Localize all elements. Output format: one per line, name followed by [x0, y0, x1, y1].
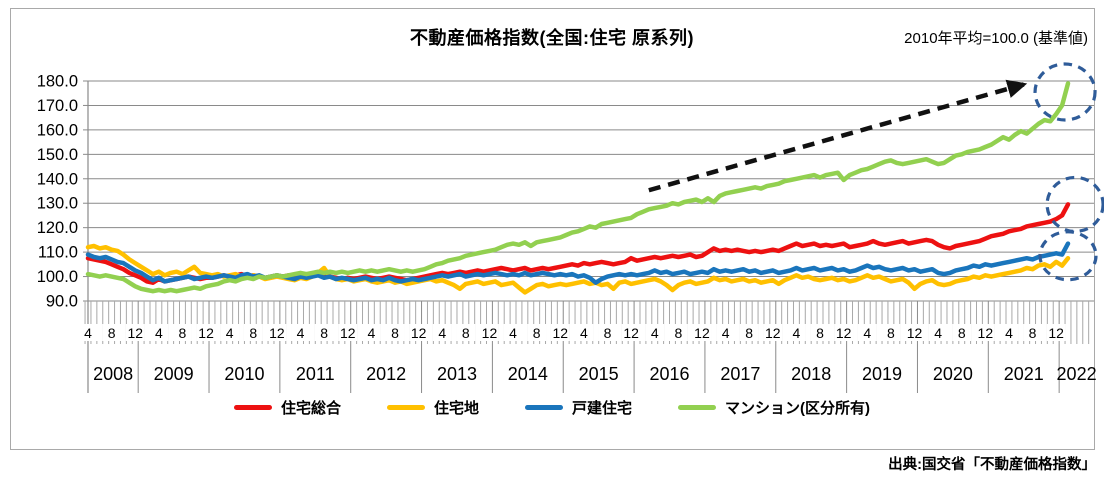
svg-text:12: 12	[1048, 325, 1064, 341]
legend-label: 住宅地	[433, 400, 479, 417]
svg-text:2013: 2013	[437, 364, 477, 384]
svg-text:110.0: 110.0	[38, 244, 78, 262]
legend-label: マンション(区分所有)	[725, 400, 871, 417]
y-axis-labels: 90.0 100.0 110.0 120.0 130.0 140.0 150.0 160.0 1…	[37, 73, 78, 311]
svg-text:2019: 2019	[862, 364, 902, 384]
svg-text:4: 4	[155, 325, 163, 341]
svg-text:2016: 2016	[649, 364, 689, 384]
svg-text:4: 4	[509, 325, 517, 341]
svg-text:8: 8	[249, 325, 257, 341]
baseline-note: 2010年平均=100.0 (基準値)	[904, 30, 1088, 47]
series-line	[85, 81, 1071, 294]
svg-text:150.0: 150.0	[37, 146, 78, 164]
svg-text:4: 4	[226, 325, 234, 341]
series-line	[85, 241, 1071, 285]
svg-text:130.0: 130.0	[37, 195, 78, 213]
svg-text:160.0: 160.0	[37, 121, 78, 139]
svg-text:4: 4	[722, 325, 730, 341]
svg-text:8: 8	[674, 325, 682, 341]
svg-text:90.0: 90.0	[46, 293, 78, 311]
svg-text:12: 12	[340, 325, 356, 341]
grid	[83, 80, 1094, 393]
highlight-circle	[1033, 62, 1097, 122]
legend-item-sogo: 住宅総合	[233, 397, 341, 418]
svg-text:2011: 2011	[296, 364, 335, 384]
legend-swatch	[525, 405, 563, 410]
highlight-circle	[1038, 230, 1098, 282]
svg-text:4: 4	[438, 325, 446, 341]
svg-text:2010: 2010	[224, 364, 264, 384]
svg-text:2015: 2015	[579, 364, 619, 384]
svg-text:12: 12	[482, 325, 498, 341]
svg-text:8: 8	[1029, 325, 1037, 341]
svg-text:180.0: 180.0	[37, 73, 78, 91]
legend: 住宅総合 住宅地 戸建住宅 マンション(区分所有)	[0, 397, 1104, 418]
legend-label: 住宅総合	[280, 400, 341, 417]
legend-item-takuchi: 住宅地	[386, 397, 479, 418]
svg-text:12: 12	[127, 325, 143, 341]
svg-text:8: 8	[745, 325, 753, 341]
svg-text:2018: 2018	[791, 364, 831, 384]
svg-text:8: 8	[108, 325, 116, 341]
svg-text:12: 12	[978, 325, 994, 341]
svg-text:8: 8	[179, 325, 187, 341]
svg-text:8: 8	[816, 325, 824, 341]
legend-label: 戸建住宅	[572, 400, 633, 417]
svg-text:8: 8	[533, 325, 541, 341]
svg-text:100.0: 100.0	[37, 268, 78, 286]
source-text: 出典:国交省「不動産価格指数」	[888, 457, 1096, 473]
svg-text:12: 12	[198, 325, 214, 341]
legend-item-mansion: マンション(区分所有)	[678, 397, 870, 418]
svg-text:8: 8	[391, 325, 399, 341]
series-lines	[85, 81, 1071, 295]
legend-swatch	[233, 405, 272, 410]
svg-text:2012: 2012	[366, 364, 406, 384]
svg-text:2022: 2022	[1057, 364, 1097, 384]
svg-text:170.0: 170.0	[37, 97, 78, 115]
svg-text:12: 12	[553, 325, 569, 341]
legend-swatch	[678, 405, 717, 410]
svg-text:4: 4	[367, 325, 375, 341]
svg-text:8: 8	[462, 325, 470, 341]
svg-text:12: 12	[411, 325, 427, 341]
svg-text:2021: 2021	[1004, 364, 1044, 384]
highlight-circle	[1045, 175, 1104, 234]
svg-text:4: 4	[297, 325, 305, 341]
svg-text:8: 8	[958, 325, 966, 341]
svg-text:12: 12	[765, 325, 781, 341]
chart-frame	[10, 8, 1095, 450]
series-line	[85, 243, 1071, 295]
chart-title: 不動産価格指数(全国:住宅 原系列)	[410, 28, 694, 48]
svg-text:140.0: 140.0	[37, 170, 78, 188]
svg-text:12: 12	[269, 325, 285, 341]
highlight-circles	[1033, 62, 1104, 282]
svg-text:4: 4	[651, 325, 659, 341]
svg-text:8: 8	[604, 325, 612, 341]
legend-swatch	[386, 405, 425, 410]
svg-text:2020: 2020	[933, 364, 973, 384]
svg-text:2009: 2009	[154, 364, 194, 384]
svg-text:2014: 2014	[508, 364, 548, 384]
svg-text:12: 12	[836, 325, 852, 341]
legend-item-kodate: 戸建住宅	[525, 397, 632, 418]
svg-text:4: 4	[934, 325, 942, 341]
svg-text:12: 12	[694, 325, 710, 341]
svg-text:8: 8	[320, 325, 328, 341]
svg-text:4: 4	[863, 325, 871, 341]
svg-text:2008: 2008	[93, 364, 133, 384]
svg-text:12: 12	[623, 325, 639, 341]
svg-text:4: 4	[84, 325, 92, 341]
svg-text:12: 12	[907, 325, 923, 341]
svg-text:2017: 2017	[720, 364, 760, 384]
trend-arrow	[648, 79, 1028, 193]
svg-text:120.0: 120.0	[37, 219, 78, 237]
x-axis: 4 8 12 4 8 12 4 8 12 4 8 12 4 8 12 4 8 12 4 8 12 4 8 12 4 8 12 4 8 12…	[78, 301, 1097, 393]
svg-text:4: 4	[1005, 325, 1013, 341]
svg-text:4: 4	[793, 325, 801, 341]
svg-text:4: 4	[580, 325, 588, 341]
svg-text:8: 8	[887, 325, 895, 341]
